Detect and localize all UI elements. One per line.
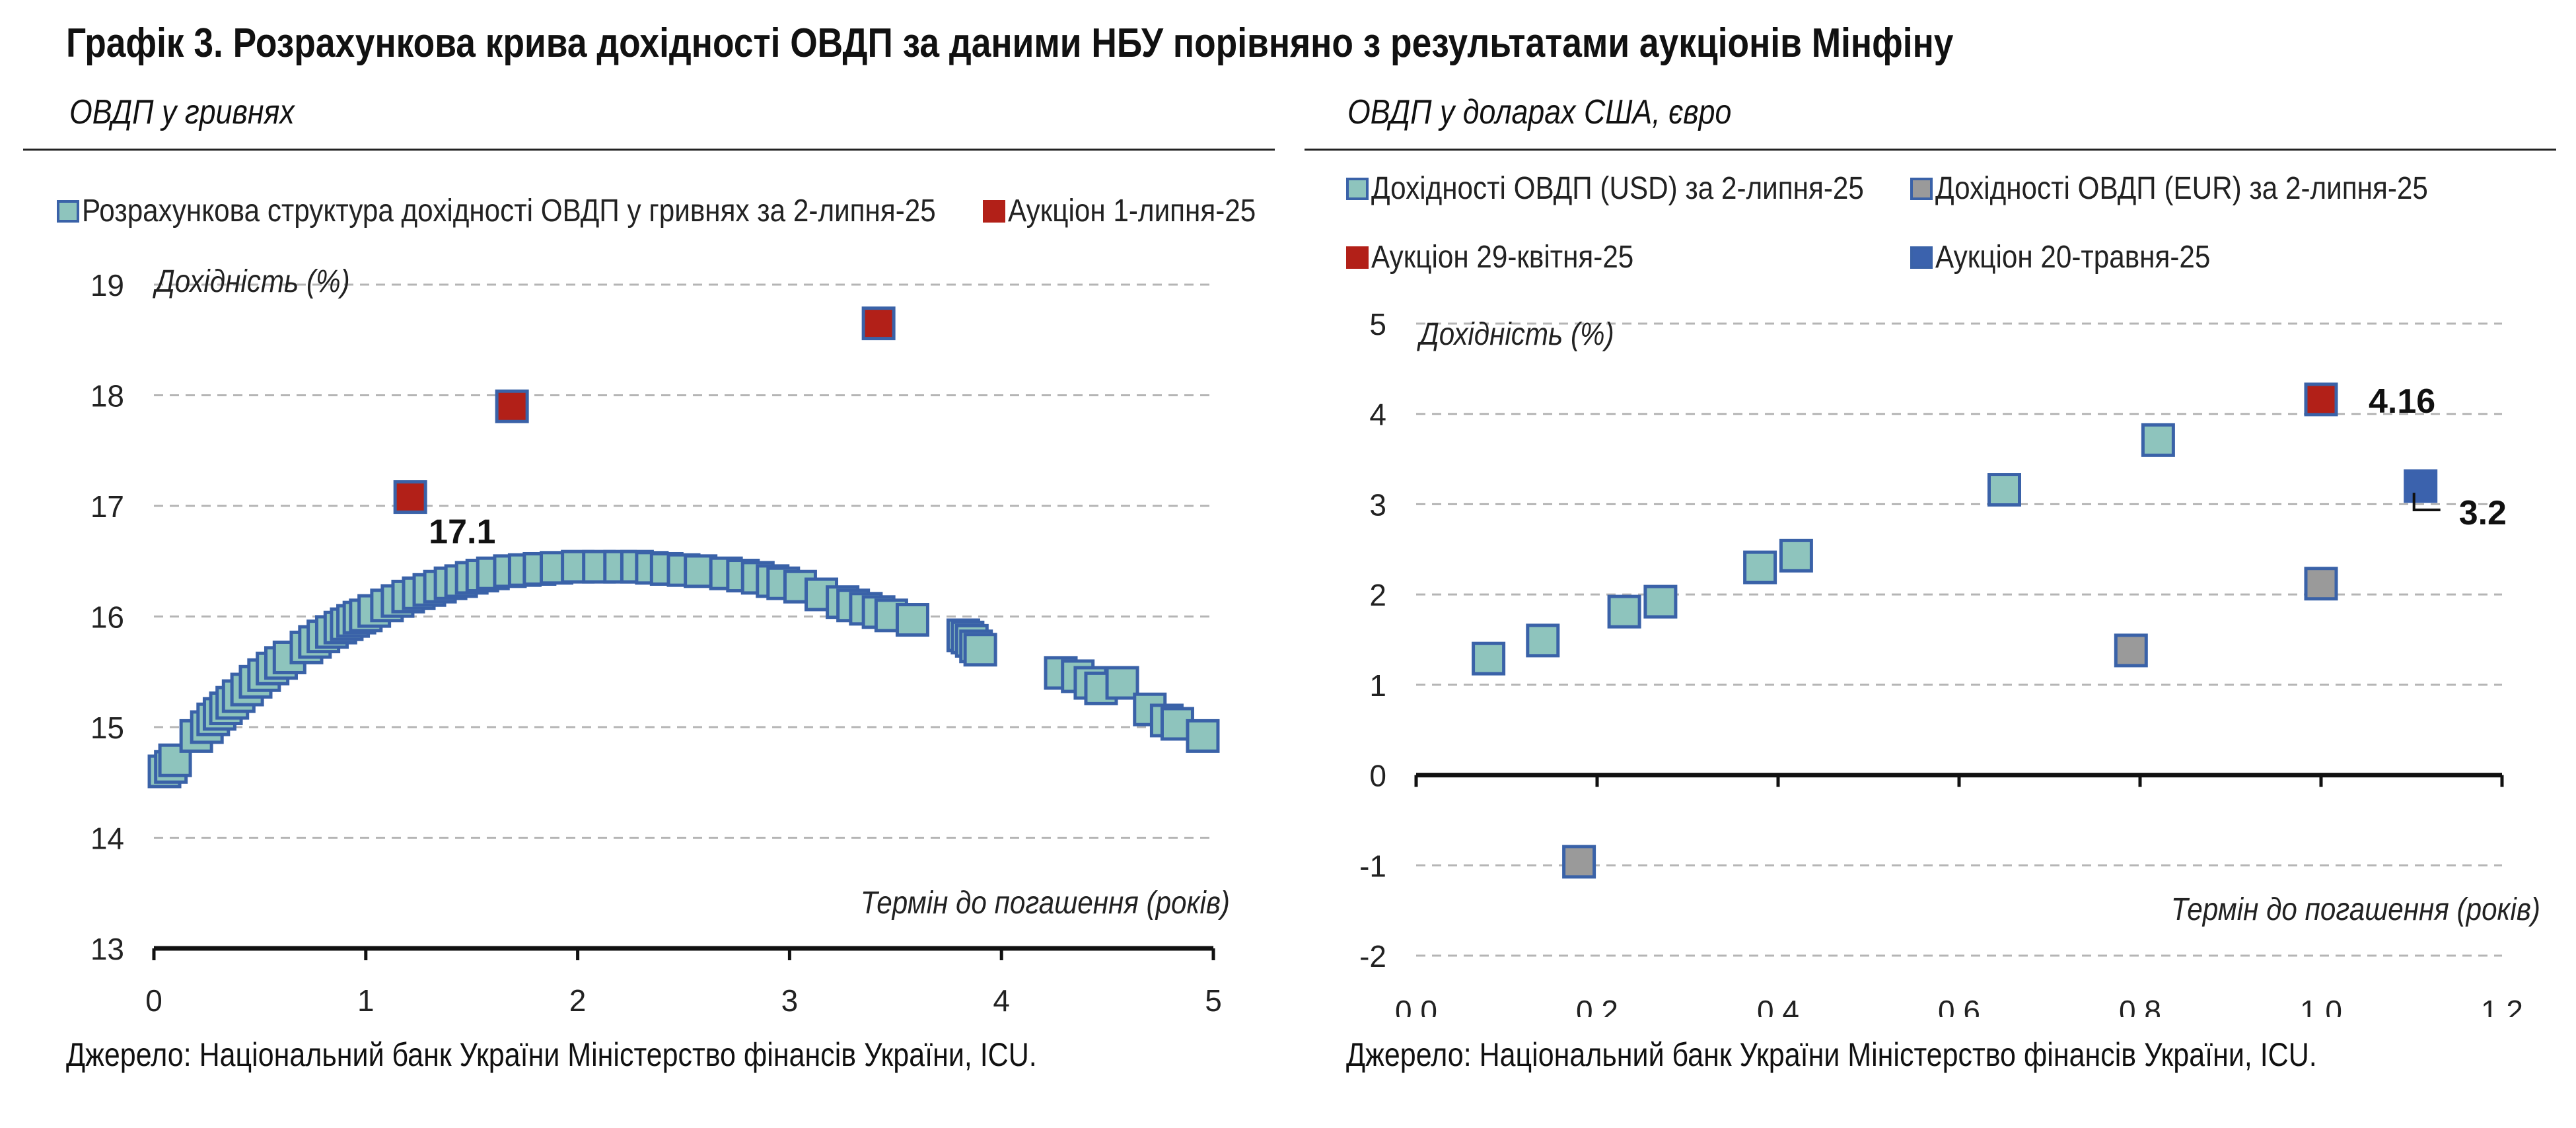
uah-point-розрахункова-структура-д xyxy=(963,633,997,667)
left-header-rule xyxy=(23,149,1275,151)
fx-yield-chart: -2 -1 0 1 2 3 4 5 0.0 0.2 0.4 0.6 0.8 1.0 1.2 Дохідніст… xyxy=(1346,170,2540,1017)
uah-y-tick-label: 14 xyxy=(90,822,124,856)
fx-legend-label: Аукціон 29-квітня-25 xyxy=(1371,238,1633,274)
fx-x-axis-title: Термін до погашення (років) xyxy=(2171,891,2540,927)
figure-title: Графік 3. Розрахункова крива дохідності … xyxy=(66,20,1954,66)
uah-y-tick-label: 17 xyxy=(90,489,124,524)
fx-point-дохідності-овдп-eur-за-2 xyxy=(2304,567,2338,601)
fx-y-tick-label: 4 xyxy=(1369,398,1386,432)
fx-y-tick-label: -1 xyxy=(1359,849,1386,883)
left-source-note: Джерело: Національний банк України Мініс… xyxy=(66,1036,1037,1073)
uah-point-аукціон-1-липня-25 xyxy=(861,306,896,341)
fx-point-дохідності-овдп-usd-за-2 xyxy=(1472,641,1506,676)
uah-x-tick-label: 0 xyxy=(145,983,162,1017)
uah-x-tick-label: 4 xyxy=(993,983,1010,1017)
fx-data-label: 4.16 xyxy=(2369,382,2435,421)
fx-legend-swatch xyxy=(1346,246,1369,269)
uah-point-аукціон-1-липня-25 xyxy=(495,389,529,423)
uah-x-tick-label: 5 xyxy=(1205,983,1222,1017)
uah-point-аукціон-1-липня-25 xyxy=(393,480,427,514)
fx-point-дохідності-овдп-eur-за-2 xyxy=(1562,845,1596,879)
fx-x-tick-label: 0.4 xyxy=(1757,994,1799,1017)
fx-point-дохідності-овдп-usd-за-2 xyxy=(1743,550,1777,584)
fx-x-tick-label: 0.0 xyxy=(1395,994,1437,1017)
uah-y-tick-label: 18 xyxy=(90,379,124,413)
fx-legend-swatch xyxy=(1910,178,1933,200)
fx-point-дохідності-овдп-usd-за-2 xyxy=(1526,623,1560,658)
fx-x-tick-label: 0.6 xyxy=(1938,994,1980,1017)
uah-y-tick-label: 19 xyxy=(90,268,124,302)
uah-y-tick-label: 13 xyxy=(90,932,124,966)
fx-legend-label: Дохідності ОВДП (USD) за 2-липня-25 xyxy=(1371,170,1864,205)
uah-x-tick-label: 2 xyxy=(569,983,587,1017)
uah-point-розрахункова-структура-д xyxy=(1186,719,1220,753)
uah-y-tick-label: 16 xyxy=(90,600,124,635)
uah-legend-label: Аукціон 1-липня-25 xyxy=(1008,192,1256,228)
fx-legend-label: Дохідності ОВДП (EUR) за 2-липня-25 xyxy=(1935,170,2428,205)
fx-point-дохідності-овдп-eur-за-2 xyxy=(2114,633,2148,668)
right-source-note: Джерело: Національний банк України Мініс… xyxy=(1346,1036,2317,1073)
uah-legend-swatch xyxy=(57,200,79,223)
fx-point-дохідності-овдп-usd-за-2 xyxy=(1607,594,1641,629)
fx-legend-swatch xyxy=(1346,178,1369,200)
fx-point-дохідності-овдп-usd-за-2 xyxy=(1779,538,1813,573)
uah-legend-swatch xyxy=(983,200,1005,223)
fx-point-дохідності-овдп-usd-за-2 xyxy=(1643,584,1678,619)
right-header-rule xyxy=(1305,149,2556,151)
fx-point-аукціон-20-травня-25 xyxy=(2404,469,2438,503)
fx-point-аукціон-29-квітня-25 xyxy=(2304,382,2338,417)
fx-legend-swatch xyxy=(1910,246,1933,269)
uah-yield-chart: 13 14 15 16 17 18 19 0 1 2 3 4 5 Дохідність (%) Термін… xyxy=(57,192,1256,1017)
uah-data-label: 17.1 xyxy=(429,513,495,551)
fx-point-дохідності-овдп-usd-за-2 xyxy=(1987,473,2021,507)
fx-y-tick-label: 0 xyxy=(1369,759,1386,793)
right-chart-subtitle: ОВДП у доларах США, євро xyxy=(1347,93,1732,131)
fx-y-tick-label: 1 xyxy=(1369,668,1386,703)
uah-y-tick-label: 15 xyxy=(90,711,124,745)
fx-y-axis-title: Дохідність (%) xyxy=(1416,316,1614,351)
fx-legend-label: Аукціон 20-травня-25 xyxy=(1935,238,2210,274)
fx-x-tick-label: 1.2 xyxy=(2481,994,2523,1017)
left-chart-subtitle: ОВДП у гривнях xyxy=(69,93,295,131)
fx-annotation-leader xyxy=(2412,493,2441,512)
fx-x-tick-label: 1.0 xyxy=(2300,994,2342,1017)
uah-point-розрахункова-структура-д xyxy=(1105,666,1139,700)
fx-data-label: 3.2 xyxy=(2459,494,2507,532)
uah-point-розрахункова-структура-д xyxy=(895,603,929,637)
uah-x-tick-label: 3 xyxy=(781,983,799,1017)
fx-y-tick-label: 3 xyxy=(1369,487,1386,522)
fx-y-tick-label: 2 xyxy=(1369,578,1386,612)
uah-x-axis-title: Термін до погашення (років) xyxy=(861,884,1230,920)
fx-x-tick-label: 0.8 xyxy=(2119,994,2161,1017)
uah-x-tick-label: 1 xyxy=(357,983,375,1017)
fx-y-tick-label: -2 xyxy=(1359,939,1386,973)
fx-point-дохідності-овдп-usd-за-2 xyxy=(2141,423,2175,457)
fx-y-tick-label: 5 xyxy=(1369,307,1386,341)
uah-y-axis-title: Дохідність (%) xyxy=(152,263,349,299)
uah-legend-label: Розрахункова структура дохідності ОВДП у… xyxy=(82,192,936,228)
fx-x-tick-label: 0.2 xyxy=(1576,994,1618,1017)
